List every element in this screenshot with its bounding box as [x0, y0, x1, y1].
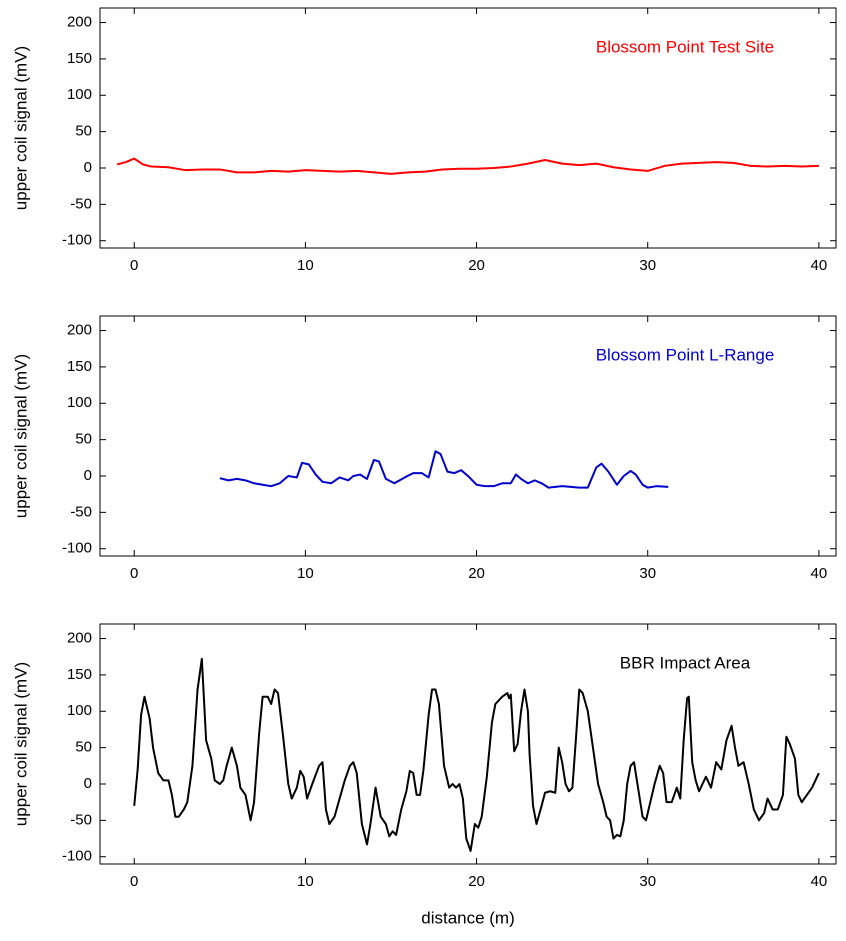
x-tick-label: 40: [811, 257, 828, 274]
y-tick-label: 0: [84, 775, 92, 792]
plot-frame: [99, 315, 837, 557]
y-tick-label: -50: [70, 811, 92, 828]
y-axis-label: upper coil signal (mV): [11, 46, 30, 210]
x-tick-label: 0: [130, 257, 138, 274]
y-tick-label: -50: [70, 195, 92, 212]
y-tick-label: -100: [62, 232, 92, 249]
data-line: [133, 657, 820, 852]
data-line: [116, 157, 819, 175]
y-tick-label: 150: [67, 666, 92, 683]
series-label: Blossom Point Test Site: [596, 37, 774, 56]
series-label: BBR Impact Area: [620, 653, 751, 672]
x-tick-label: 0: [130, 565, 138, 582]
x-tick-label: 20: [468, 257, 485, 274]
x-tick-label: 10: [297, 257, 314, 274]
y-tick-label: 100: [67, 86, 92, 103]
x-tick-label: 40: [811, 565, 828, 582]
y-axis-label: upper coil signal (mV): [11, 662, 30, 826]
x-tick-label: 30: [639, 873, 656, 890]
x-tick-label: 20: [468, 873, 485, 890]
y-tick-label: 50: [75, 431, 92, 448]
x-tick-label: 30: [639, 257, 656, 274]
y-axis-label: upper coil signal (mV): [11, 354, 30, 518]
x-tick-label: 40: [811, 873, 828, 890]
plot-frame: [99, 7, 837, 249]
y-tick-label: 0: [84, 467, 92, 484]
y-tick-label: -100: [62, 848, 92, 865]
y-tick-label: 0: [84, 159, 92, 176]
y-tick-label: 100: [67, 394, 92, 411]
series-label: Blossom Point L-Range: [596, 345, 775, 364]
y-tick-label: 150: [67, 358, 92, 375]
y-tick-label: 50: [75, 123, 92, 140]
x-tick-label: 20: [468, 565, 485, 582]
y-tick-label: 150: [67, 50, 92, 67]
y-tick-label: -50: [70, 503, 92, 520]
y-tick-label: 50: [75, 739, 92, 756]
y-tick-label: 100: [67, 702, 92, 719]
x-tick-label: 0: [130, 873, 138, 890]
y-tick-label: 200: [67, 630, 92, 647]
x-tick-label: 30: [639, 565, 656, 582]
y-tick-label: 200: [67, 322, 92, 339]
data-line: [219, 450, 669, 489]
y-tick-label: 200: [67, 14, 92, 31]
x-axis-label: distance (m): [421, 908, 515, 927]
x-tick-label: 10: [297, 873, 314, 890]
y-tick-label: -100: [62, 540, 92, 557]
plot-frame: [99, 623, 837, 865]
x-tick-label: 10: [297, 565, 314, 582]
